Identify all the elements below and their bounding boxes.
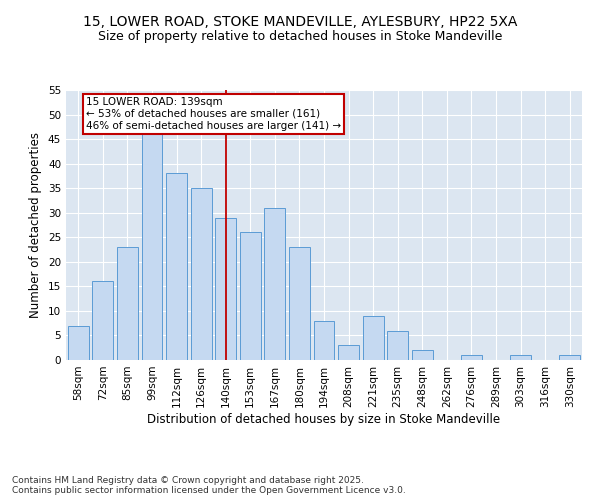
Y-axis label: Number of detached properties: Number of detached properties (29, 132, 43, 318)
Text: Contains HM Land Registry data © Crown copyright and database right 2025.
Contai: Contains HM Land Registry data © Crown c… (12, 476, 406, 495)
Bar (240, 232, 261, 360)
Bar (215, 218, 236, 360)
Bar (387, 330, 408, 360)
Bar (314, 320, 334, 360)
X-axis label: Distribution of detached houses by size in Stoke Mandeville: Distribution of detached houses by size … (148, 412, 500, 426)
Text: Size of property relative to detached houses in Stoke Mandeville: Size of property relative to detached ho… (98, 30, 502, 43)
Bar (92, 282, 113, 360)
Bar (265, 208, 286, 360)
Bar (338, 346, 359, 360)
Bar (362, 316, 383, 360)
Bar (510, 355, 531, 360)
Bar (191, 188, 212, 360)
Bar (559, 355, 580, 360)
Text: 15 LOWER ROAD: 139sqm
← 53% of detached houses are smaller (161)
46% of semi-det: 15 LOWER ROAD: 139sqm ← 53% of detached … (86, 98, 341, 130)
Bar (142, 134, 163, 360)
Bar (289, 247, 310, 360)
Bar (461, 355, 482, 360)
Bar (68, 326, 89, 360)
Text: 15, LOWER ROAD, STOKE MANDEVILLE, AYLESBURY, HP22 5XA: 15, LOWER ROAD, STOKE MANDEVILLE, AYLESB… (83, 15, 517, 29)
Bar (412, 350, 433, 360)
Bar (166, 174, 187, 360)
Bar (117, 247, 138, 360)
